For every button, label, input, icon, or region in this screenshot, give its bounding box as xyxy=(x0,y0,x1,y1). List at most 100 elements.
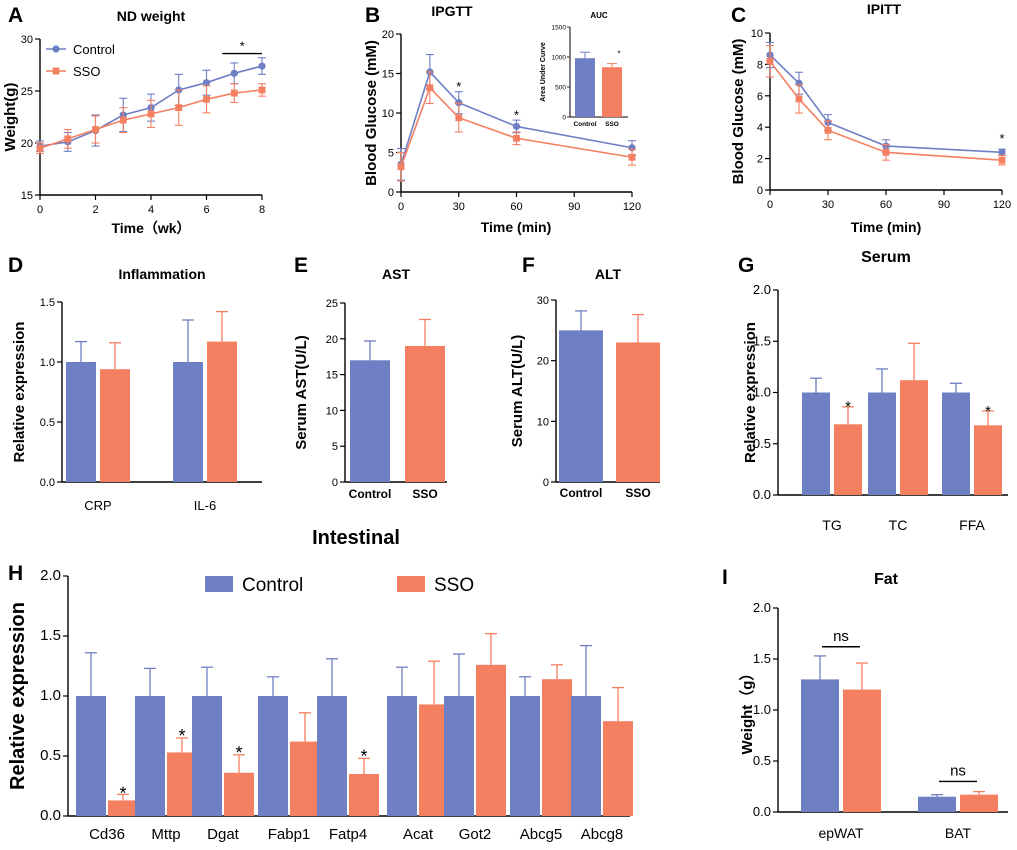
data-point-sso xyxy=(36,144,44,152)
chart-title: Intestinal xyxy=(312,527,400,549)
bar-cd36-control xyxy=(76,696,106,816)
x-tick-label: 120 xyxy=(623,201,641,213)
y-axis-label: Blood Glucose (mM) xyxy=(363,40,380,186)
x-tick-label: 0 xyxy=(37,204,43,216)
bar-crp-control xyxy=(66,362,96,482)
significance-star: * xyxy=(985,403,991,420)
data-point-sso xyxy=(455,114,463,122)
data-point-sso xyxy=(426,84,434,92)
y-axis-label: Relative expression xyxy=(11,322,28,463)
panel-letter: H xyxy=(8,562,23,585)
legend-swatch-control xyxy=(205,576,233,592)
y-tick-label: 10 xyxy=(326,405,338,417)
bar-got2-control xyxy=(444,696,474,816)
y-tick-label: 1.5 xyxy=(753,651,771,666)
bar-il-6-sso xyxy=(207,341,237,482)
x-tick-label: Acat xyxy=(403,826,434,843)
panel-letter: A xyxy=(8,4,23,27)
y-tick-label: 2.0 xyxy=(40,567,61,584)
data-point-sso xyxy=(766,57,774,65)
x-axis-label: Time (min) xyxy=(851,219,922,235)
bar-crp-sso xyxy=(100,369,130,482)
significance-star: * xyxy=(240,39,245,54)
data-point-control xyxy=(258,62,266,70)
y-tick-label: 0 xyxy=(388,187,394,199)
y-tick-label: 2.0 xyxy=(753,282,771,297)
y-tick-label: 20 xyxy=(21,138,33,150)
y-tick-label: 25 xyxy=(326,298,338,310)
bar-tg-control xyxy=(802,392,830,495)
ns-label: ns xyxy=(833,628,849,645)
bar-cd36-sso xyxy=(108,800,138,816)
y-tick-label: 8 xyxy=(757,59,763,71)
x-tick-label: Mttp xyxy=(151,826,180,843)
x-tick-label: Abcg5 xyxy=(520,826,563,843)
y-tick-label: 1.5 xyxy=(40,627,61,644)
x-axis-label: Time (min) xyxy=(481,219,552,235)
y-tick-label: 6 xyxy=(757,91,763,103)
x-tick-label: Got2 xyxy=(459,826,492,843)
y-tick-label: 10 xyxy=(382,108,394,120)
significance-star: * xyxy=(119,784,126,804)
bar-il-6-control xyxy=(173,362,203,482)
y-tick-label: 0.5 xyxy=(40,417,55,429)
data-point-sso xyxy=(64,135,72,143)
bar-epwat-sso xyxy=(843,689,881,812)
x-tick-label: Control xyxy=(349,487,392,501)
x-tick-label: 90 xyxy=(568,201,580,213)
data-point-control xyxy=(455,99,463,107)
chart-title: AST xyxy=(382,266,410,282)
y-tick-label: 0.5 xyxy=(753,753,771,768)
x-tick-label: FFA xyxy=(959,517,985,533)
chart-title: ALT xyxy=(595,266,622,282)
y-axis-label: Weight(g) xyxy=(2,83,19,152)
y-axis-label: Weight（g） xyxy=(738,666,756,755)
y-tick-label: 30 xyxy=(537,295,549,307)
chart-A: A ND weight Weight(g) 15 20 25 30 0 2 4 6 8 Time（wk）… xyxy=(2,4,266,236)
data-point-sso xyxy=(513,134,520,142)
y-tick-label: 0.0 xyxy=(753,804,771,819)
x-tick-label: Fatp4 xyxy=(329,826,367,843)
inset-y-tick-label: 500 xyxy=(555,85,566,92)
data-point-control xyxy=(998,148,1006,156)
significance-star: * xyxy=(845,399,851,416)
significance-star: * xyxy=(178,726,185,746)
x-tick-label: Fabp1 xyxy=(268,826,311,843)
x-tick-label: 60 xyxy=(880,199,892,211)
chart-title: Fat xyxy=(874,571,899,588)
data-point-control xyxy=(230,69,238,77)
y-tick-label: 0.0 xyxy=(40,807,61,824)
y-tick-label: 20 xyxy=(326,334,338,346)
y-tick-label: 15 xyxy=(382,69,394,81)
significance-star: * xyxy=(514,107,519,122)
x-tick-label: SSO xyxy=(625,486,650,500)
bar-tc-sso xyxy=(900,380,928,495)
x-tick-label: 60 xyxy=(510,201,522,213)
panel-letter: I xyxy=(722,566,728,589)
inset-y-tick-label: 1000 xyxy=(552,55,567,62)
bar-bat-control xyxy=(918,796,956,812)
chart-title: Inflammation xyxy=(118,266,205,282)
y-tick-label: 0.0 xyxy=(753,487,771,502)
data-point-control xyxy=(512,122,521,131)
chart-title: IPGTT xyxy=(431,3,473,19)
data-point-sso xyxy=(203,95,210,103)
y-tick-label: 4 xyxy=(757,122,763,134)
significance-star: * xyxy=(235,743,242,763)
x-tick-label: BAT xyxy=(945,825,972,841)
panel-letter: E xyxy=(294,254,308,277)
bar-control xyxy=(350,360,390,482)
y-tick-label: 20 xyxy=(537,356,549,368)
bar-dgat-sso xyxy=(224,772,254,816)
y-tick-label: 0.5 xyxy=(753,436,771,451)
x-tick-label: 30 xyxy=(822,199,834,211)
x-tick-label: IL-6 xyxy=(194,498,216,513)
inset-x-tick-label: Control xyxy=(573,121,596,128)
y-tick-label: 15 xyxy=(326,370,338,382)
x-tick-label: TG xyxy=(822,517,841,533)
data-point-sso xyxy=(119,116,127,124)
y-tick-label: 5 xyxy=(332,441,338,453)
legend-label-sso: SSO xyxy=(434,575,474,596)
inset-x-tick-label: SSO xyxy=(605,121,619,128)
